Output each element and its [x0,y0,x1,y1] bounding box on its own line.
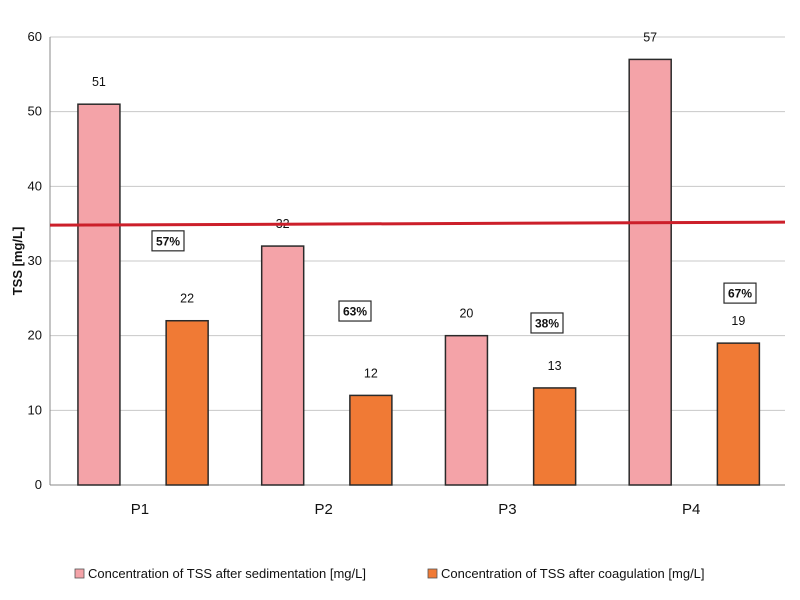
reduction-label-text: 38% [535,316,559,330]
reduction-label: 57% [151,230,185,252]
bar-coagulation-p2 [349,394,393,486]
data-label-coagulation: 12 [364,366,378,380]
data-label-sedimentation: 51 [92,75,106,89]
bar-sedimentation-p4 [628,58,672,486]
data-label-coagulation: 19 [731,314,745,328]
y-axis-title: TSS [mg/L] [10,227,25,296]
bar-sedimentation-p2 [260,245,305,486]
y-tick-label: 0 [35,477,42,492]
y-tick-label: 20 [28,328,42,343]
legend-label-coagulation: Concentration of TSS after coagulation [… [441,566,705,581]
reduction-label-text: 57% [156,234,180,248]
reduction-label-box [723,282,757,304]
reduction-label-box [151,230,185,252]
y-tick-label: 10 [28,402,42,417]
x-category-label: P3 [498,501,516,518]
reduction-label-text: 63% [343,305,367,319]
legend-swatch-sedimentation [74,568,85,579]
x-category-label: P4 [682,501,700,518]
legend: Concentration of TSS after sedimentation… [74,566,705,581]
bar-coagulation-p1 [165,319,209,486]
legend-label-sedimentation: Concentration of TSS after sedimentation… [88,566,366,581]
reduction-label-text: 67% [728,287,752,301]
bars [77,58,761,486]
x-category-label: P2 [314,501,332,518]
reduction-label-box [530,312,564,334]
y-tick-label: 60 [28,29,42,44]
reduction-label: 63% [338,300,372,322]
y-tick-label: 30 [28,253,42,268]
reduction-percent-labels: 57% 63% 38% 67% [151,230,757,334]
y-tick-label: 50 [28,104,42,119]
y-tick-labels: 0 10 20 30 40 50 60 [28,29,42,492]
data-label-coagulation: 13 [548,359,562,373]
bar-sedimentation-p3 [444,334,489,486]
reduction-label: 38% [530,312,564,334]
legend-swatch-coagulation [427,568,438,579]
bar-sedimentation-p1 [77,103,121,486]
x-category-labels: P1 P2 P3 P4 [131,501,701,518]
threshold-line [49,220,786,227]
x-category-label: P1 [131,501,149,518]
data-label-coagulation: 22 [180,292,194,306]
gridlines [50,36,785,486]
bar-coagulation-p4 [716,342,761,486]
data-label-sedimentation: 20 [459,307,473,321]
data-label-sedimentation: 57 [643,30,657,44]
reduction-label-box [338,300,372,322]
bar-coagulation-p3 [532,387,577,486]
reduction-label: 67% [723,282,757,304]
y-tick-label: 40 [28,178,42,193]
